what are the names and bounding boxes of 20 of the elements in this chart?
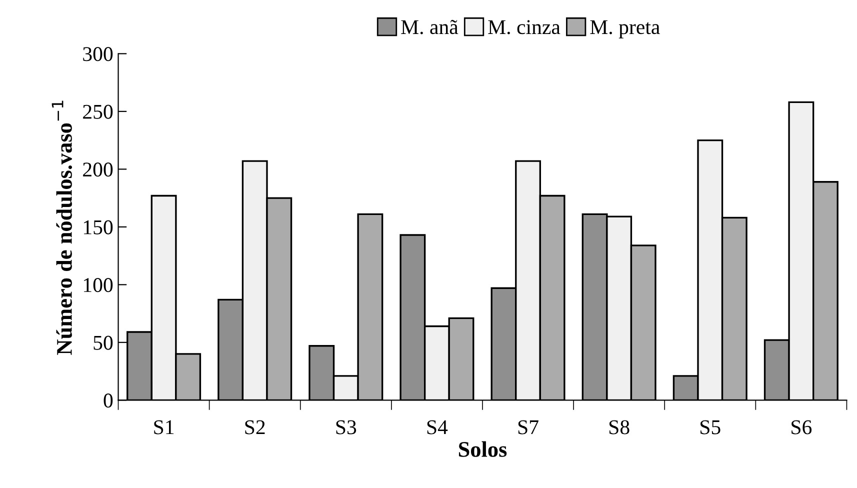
- x-tick-label: S5: [700, 420, 720, 434]
- x-tick-label: S3: [336, 420, 356, 434]
- y-axis-title: Número de nódulos.vaso$^{−1}$: [52, 100, 72, 355]
- y-tick-label: 50: [94, 336, 113, 350]
- legend-label: M. preta: [590, 20, 660, 38]
- x-tick-label: S2: [245, 420, 265, 434]
- y-tick-label: 100: [84, 278, 113, 292]
- x-tick-label: S6: [792, 420, 812, 434]
- y-tick-label: 250: [83, 104, 113, 119]
- x-tick-label: S8: [609, 420, 630, 434]
- y-tick-label: 200: [83, 162, 113, 177]
- x-axis-title: Solos: [458, 441, 507, 457]
- x-tick-label: S7: [518, 420, 538, 434]
- legend-label: M. anã: [401, 20, 458, 34]
- x-tick-label: S1: [154, 420, 174, 434]
- y-tick-label: 150: [84, 220, 113, 234]
- y-tick-label: 300: [83, 47, 113, 62]
- x-tick-label: S4: [427, 420, 448, 434]
- y-tick-label: 0: [104, 394, 113, 408]
- legend-label: M. cinza: [488, 20, 560, 34]
